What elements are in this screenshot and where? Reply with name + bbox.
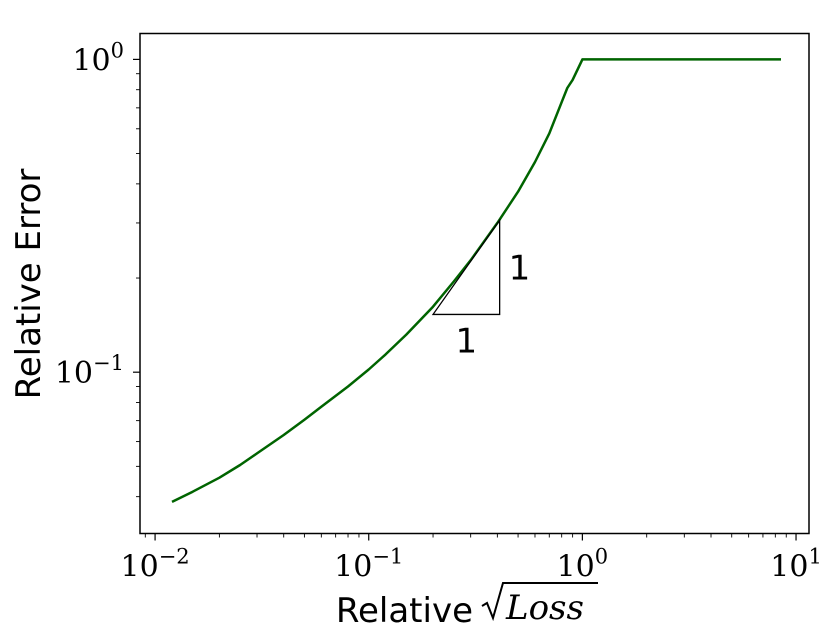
sqrt-radical-symbol <box>481 582 598 622</box>
y-tick-label: 100 <box>72 38 124 78</box>
x-tick-label: 101 <box>770 545 822 585</box>
y-axis-ticks: 10−1 100 <box>55 38 140 498</box>
slope-triangle <box>431 218 501 316</box>
y-axis-label: Relative Error <box>9 169 49 400</box>
x-axis-label: Relative Loss <box>336 582 598 631</box>
x-axis-label-prefix: Relative <box>336 591 473 631</box>
x-tick-label: 100 <box>557 545 609 585</box>
slope-annotation: 11 <box>431 218 531 361</box>
x-tick-label: 10−2 <box>121 545 190 585</box>
y-tick-label: 10−1 <box>55 351 124 391</box>
x-axis-ticks: 10−2 10−1 100 101 <box>121 533 822 585</box>
series-layer <box>171 58 781 504</box>
x-tick-label: 10−1 <box>334 545 403 585</box>
x-axis-label-math: Loss <box>505 588 584 628</box>
series-line <box>171 58 781 504</box>
slope-vertical-label: 1 <box>509 248 531 288</box>
plot-area-frame <box>139 32 810 535</box>
slope-horizontal-label: 1 <box>456 321 478 361</box>
